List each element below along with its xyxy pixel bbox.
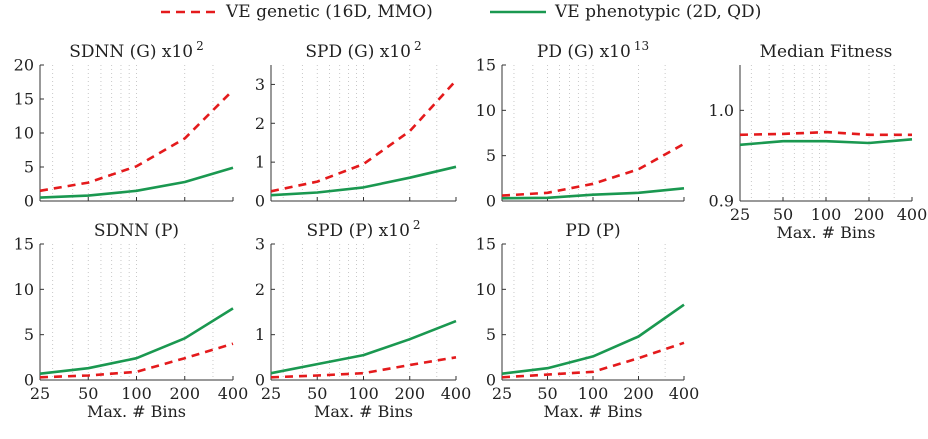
y-tick-label: 10: [476, 101, 496, 120]
y-tick-label: 5: [24, 158, 34, 177]
y-tick-label: 15: [476, 56, 496, 75]
y-tick-label: 5: [24, 325, 34, 344]
x-tick-label: 400: [897, 205, 928, 224]
y-tick-label: 15: [476, 235, 496, 254]
chart-panel-4: 0.9 1.0 25 50 100 200 400 Median Fitness Max. # …: [709, 42, 928, 242]
x-tick-label: 100: [578, 384, 609, 403]
series-line-genetic: [739, 130, 912, 137]
chart-panel-3: 0 5 10 15 PD (G) x10 13: [476, 39, 685, 211]
y-tick-label: 5: [486, 325, 496, 344]
y-tick-label: 0: [24, 192, 34, 211]
y-tick-label: 2: [255, 114, 265, 133]
y-tick-label: 3: [255, 75, 265, 94]
panel-title-exponent: 2: [414, 39, 422, 53]
panel-title: SDNN (P): [94, 221, 179, 241]
y-tick-label: 1.0: [709, 101, 734, 120]
x-tick-label: 100: [121, 384, 152, 403]
panel-title: PD (P): [565, 221, 620, 241]
panel-title: Median Fitness: [760, 42, 893, 62]
x-tick-label: 400: [441, 384, 472, 403]
x-tick-label: 400: [218, 384, 249, 403]
series-line-phenotypic: [501, 303, 685, 375]
y-tick-label: 10: [476, 280, 496, 299]
panel-title-exponent: 2: [413, 218, 421, 232]
x-axis-label: Max. # Bins: [777, 223, 876, 242]
legend-label-genetic: VE genetic (16D, MMO): [225, 2, 433, 22]
x-tick-label: 200: [623, 384, 654, 403]
chart-panel-1: 0 5 10 15 20 SDNN (G) x10 2: [14, 39, 234, 211]
x-tick-label: 200: [854, 205, 885, 224]
x-tick-label: 400: [669, 384, 700, 403]
legend-label-phenotypic: VE phenotypic (2D, QD): [554, 2, 761, 22]
y-tick-label: 2: [255, 280, 265, 299]
x-tick-label: 200: [169, 384, 200, 403]
x-tick-label: 50: [773, 205, 793, 224]
x-axis-label: Max. # Bins: [544, 402, 643, 421]
series-line-genetic: [270, 79, 457, 193]
x-axis-label: Max. # Bins: [314, 402, 413, 421]
x-tick-label: 25: [492, 384, 512, 403]
x-tick-label: 50: [307, 384, 327, 403]
series-line-phenotypic: [270, 165, 457, 197]
series-line-phenotypic: [39, 307, 234, 375]
y-tick-label: 0: [255, 371, 265, 390]
legend: VE genetic (16D, MMO) VE phenotypic (2D,…: [161, 2, 761, 22]
y-tick-label: 15: [14, 90, 34, 109]
x-tick-label: 50: [78, 384, 98, 403]
y-tick-label: 0.9: [709, 192, 734, 211]
chart-panel-7: 0 5 10 15 25 50 100 200 400 PD (P) Max. # Bins: [476, 221, 700, 421]
panel-title: SPD (P) x10 2: [306, 218, 420, 241]
series-line-phenotypic: [270, 319, 457, 375]
x-tick-label: 25: [730, 205, 750, 224]
x-tick-label: 25: [261, 384, 281, 403]
x-axis-label: Max. # Bins: [87, 402, 186, 421]
y-tick-label: 0: [255, 192, 265, 211]
x-tick-label: 50: [537, 384, 557, 403]
y-tick-label: 5: [486, 146, 496, 165]
y-tick-label: 0: [486, 192, 496, 211]
legend-entry-phenotypic: VE phenotypic (2D, QD): [490, 2, 761, 22]
x-tick-label: 200: [394, 384, 425, 403]
y-tick-label: 20: [14, 56, 34, 75]
series-line-genetic: [39, 89, 234, 193]
chart-panel-6: 0 1 2 3 25 50 100 200 400 SPD (P) x10 2 Max. # Bins: [255, 218, 471, 421]
y-tick-label: 15: [14, 235, 34, 254]
y-tick-label: 3: [255, 235, 265, 254]
chart-panel-5: 0 5 10 15 25 50 100 200 400 SDNN (P) Max. # Bins: [14, 221, 249, 421]
series-line-phenotypic: [39, 166, 234, 199]
series-line-genetic: [39, 342, 234, 379]
panel-title: SPD (G) x10 2: [305, 39, 421, 62]
y-tick-label: 0: [24, 371, 34, 390]
x-tick-label: 25: [30, 384, 50, 403]
panel-title: SDNN (G) x10 2: [69, 39, 204, 62]
series-line-phenotypic: [501, 187, 685, 200]
y-tick-label: 1: [255, 153, 265, 172]
y-tick-label: 1: [255, 325, 265, 344]
panel-title-exponent: 13: [634, 39, 649, 53]
chart-panel-2: 0 1 2 3 SPD (G) x10 2: [255, 39, 457, 211]
y-tick-label: 10: [14, 280, 34, 299]
series-line-genetic: [501, 341, 685, 379]
series-line-genetic: [501, 142, 685, 197]
legend-entry-genetic: VE genetic (16D, MMO): [161, 2, 433, 22]
y-tick-label: 10: [14, 124, 34, 143]
x-tick-label: 100: [348, 384, 379, 403]
series-line-phenotypic: [739, 138, 913, 147]
x-tick-label: 100: [811, 205, 842, 224]
y-tick-label: 0: [486, 371, 496, 390]
panel-title: PD (G) x10 13: [537, 39, 649, 62]
panel-title-exponent: 2: [196, 39, 204, 53]
series-line-genetic: [270, 356, 457, 379]
